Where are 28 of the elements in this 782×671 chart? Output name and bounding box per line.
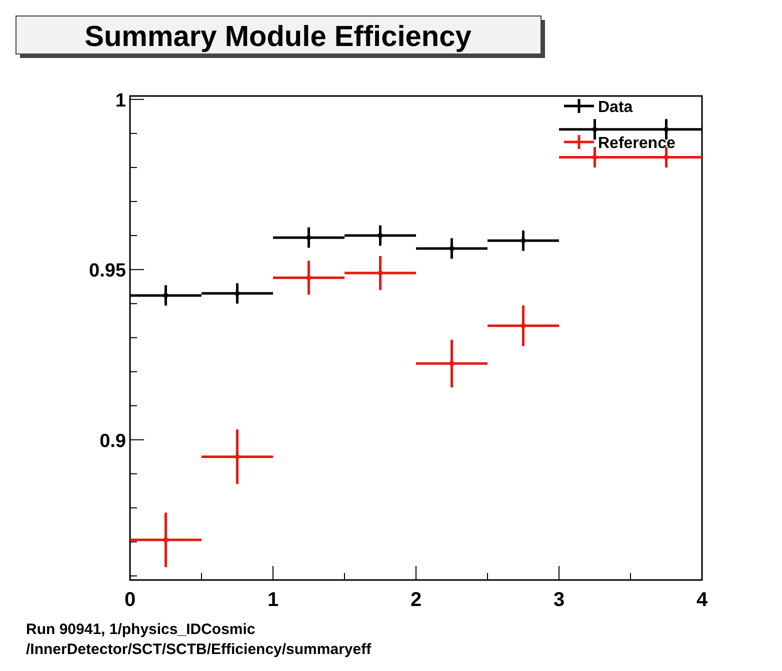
point [520,238,526,244]
point [306,235,312,240]
legend-label: Reference [598,135,676,152]
point [306,275,312,280]
x-tick-label: 1 [267,589,279,611]
point [664,154,669,160]
point [378,233,383,238]
point [592,126,598,132]
x-tick-label: 2 [410,589,422,611]
point [163,537,168,542]
legend-label: Data [598,99,633,116]
point [664,126,669,132]
x-tick-label: 3 [553,589,565,611]
point [378,270,383,276]
x-tick-label: 0 [124,589,136,611]
y-tick-label: 0.95 [89,260,126,282]
point [520,323,526,328]
y-tick-label: 0.9 [100,430,126,452]
chart-title: Summary Module Efficiency [84,21,472,53]
text: /InnerDetector/SCT/SCTB/Efficiency/summaryeff [26,641,372,658]
text: Run 90941, 1/physics_IDCosmic [26,621,256,638]
point [234,454,240,460]
point [449,246,454,251]
point [163,292,168,298]
x-tick-label: 4 [696,589,708,611]
y-tick-label: 1 [115,90,126,112]
point [234,290,240,296]
point [592,154,598,160]
